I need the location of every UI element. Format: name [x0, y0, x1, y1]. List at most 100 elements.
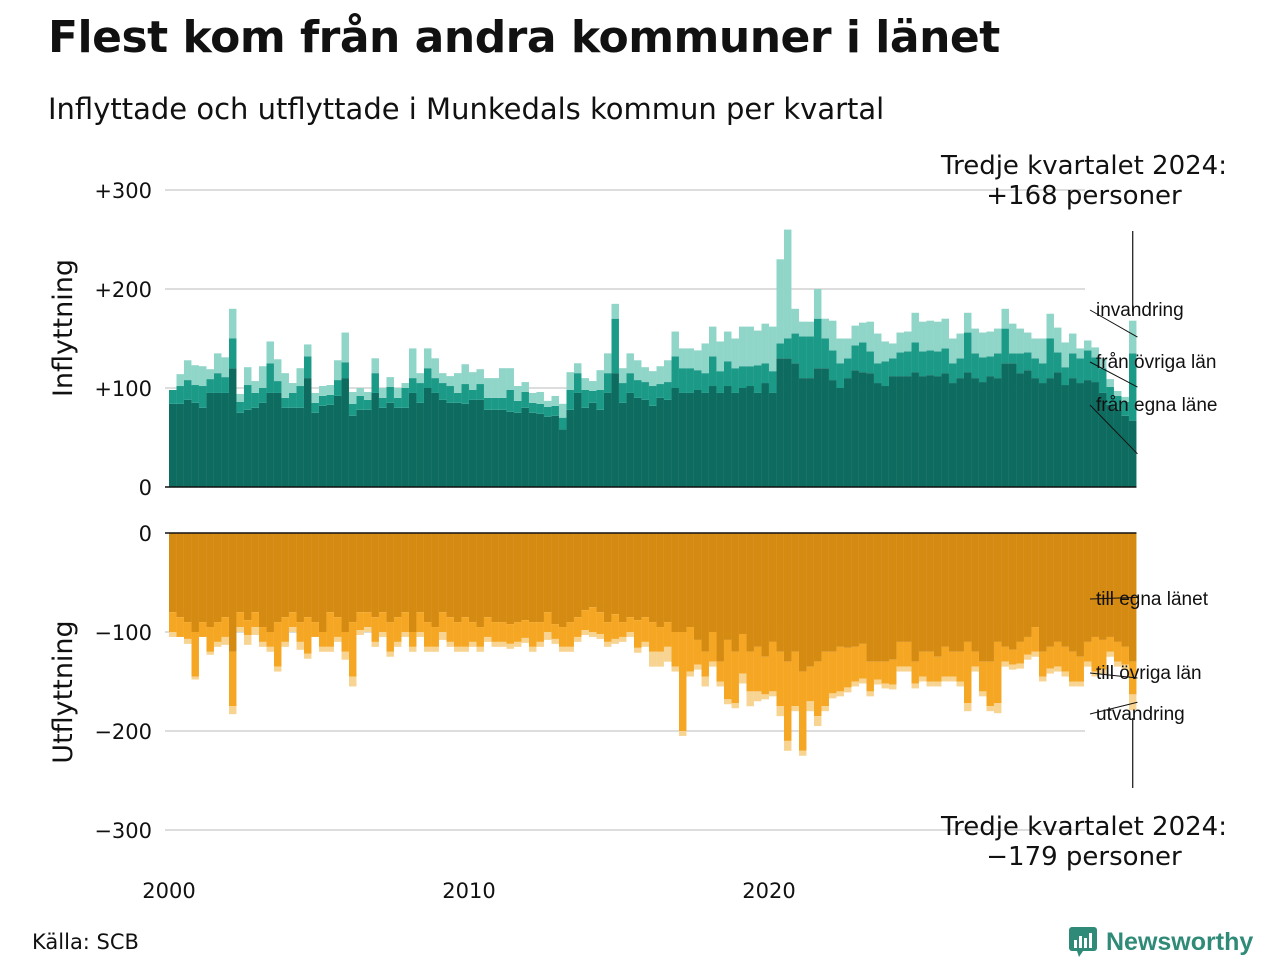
outflow-bar-segment	[229, 533, 237, 652]
inflow-bar-segment	[521, 407, 529, 487]
inflow-bar-segment	[724, 386, 732, 487]
inflow-bar-segment	[206, 379, 214, 393]
inflow-bar-segment	[499, 368, 507, 398]
inflow-bar-segment	[634, 380, 642, 398]
inflow-bar-segment	[829, 320, 837, 351]
inflow-bar-segment	[919, 376, 927, 487]
inflow-bar-segment	[754, 392, 762, 487]
inflow-bar-segment	[994, 353, 1002, 379]
inflow-bar-segment	[694, 389, 702, 487]
outflow-bar-segment	[836, 646, 844, 692]
inflow-bar-segment	[1016, 353, 1024, 374]
inflow-bar-segment	[836, 388, 844, 487]
inflow-bar-segment	[626, 353, 634, 374]
outflow-bar-segment	[686, 671, 694, 677]
outflow-bar-segment	[641, 641, 649, 647]
outflow-bar-segment	[701, 533, 709, 652]
outflow-bar-segment	[859, 533, 867, 644]
inflow-bar-segment	[626, 392, 634, 487]
inflow-bar-segment	[281, 373, 289, 398]
outflow-latest-value: −179 personer	[986, 842, 1182, 872]
inflow-bar-segment	[574, 392, 582, 487]
inflow-bar-segment	[851, 325, 859, 346]
outflow-bar-segment	[394, 641, 402, 647]
outflow-bar-segment	[356, 612, 364, 631]
inflow-bar-segment	[461, 384, 469, 404]
inflow-bar-segment	[971, 378, 979, 487]
inflow-bar-segment	[379, 397, 387, 408]
outflow-bar-segment	[671, 632, 679, 667]
outflow-bar-segment	[791, 706, 799, 712]
outflow-bar-segment	[956, 651, 964, 682]
inflow-bar-segment	[191, 365, 199, 386]
outflow-bar-segment	[334, 533, 342, 618]
outflow-bar-segment	[1009, 533, 1017, 650]
inflow-bar-segment	[791, 363, 799, 487]
outflow-bar-segment	[1009, 649, 1017, 665]
outflow-bar-segment	[611, 614, 619, 639]
inflow-bar-segment	[589, 402, 597, 487]
inflow-bar-segment	[1129, 420, 1137, 487]
outflow-bar-segment	[454, 646, 462, 652]
inflow-bar-segment	[386, 377, 394, 388]
outflow-bar-segment	[671, 666, 679, 672]
inflow-bar-segment	[529, 392, 537, 403]
inflow-bar-segment	[499, 397, 507, 410]
outflow-bar-segment	[986, 661, 994, 707]
inflow-bar-segment	[1084, 340, 1092, 351]
inflow-bar-segment	[701, 373, 709, 393]
outflow-bar-segment	[1031, 533, 1039, 628]
outflow-bar-segment	[409, 533, 417, 632]
outflow-bar-segment	[364, 533, 372, 613]
inflow-bar-segment	[664, 360, 672, 383]
outflow-bar-segment	[514, 641, 522, 647]
inflow-bar-segment	[911, 312, 919, 343]
inflow-bar-segment	[1106, 387, 1114, 405]
outflow-bar-segment	[349, 533, 357, 623]
inflow-bar-segment	[641, 399, 649, 487]
outflow-bar-segment	[304, 617, 312, 654]
outflow-bar-segment	[724, 533, 732, 640]
inflow-bar-segment	[244, 409, 252, 487]
inflow-bar-segment	[551, 395, 559, 406]
inflow-bar-segment	[439, 373, 447, 384]
outflow-bar-segment	[1121, 646, 1129, 665]
inflow-bar-segment	[574, 363, 582, 374]
inflow-bar-segment	[926, 320, 934, 351]
outflow-bar-segment	[724, 639, 732, 700]
inflow-bar-segment	[619, 368, 627, 384]
inflow-bar-segment	[754, 330, 762, 366]
inflow-bar-segment	[266, 392, 274, 487]
inflow-bar-segment	[176, 386, 184, 404]
outflow-bar-segment	[281, 641, 289, 647]
outflow-bar-segment	[994, 641, 1002, 704]
inflow-bar-segment	[311, 412, 319, 487]
inflow-bar-segment	[934, 321, 942, 352]
outflow-bar-segment	[506, 624, 514, 644]
inflow-bar-segment	[611, 318, 619, 374]
outflow-bar-segment	[604, 533, 612, 623]
inflow-bar-segment	[986, 376, 994, 487]
outflow-bar-segment	[761, 694, 769, 700]
outflow-bar-segment	[514, 533, 522, 623]
outflow-bar-segment	[904, 666, 912, 672]
inflow-bar-segment	[731, 338, 739, 369]
outflow-bar-segment	[506, 643, 514, 649]
outflow-bar-segment	[589, 607, 597, 632]
outflow-bar-segment	[934, 681, 942, 687]
outflow-bar-segment	[221, 533, 229, 618]
inflow-bar-segment	[281, 407, 289, 487]
brand-name: Newsworthy	[1106, 927, 1254, 956]
inflow-bar-segment	[484, 409, 492, 487]
outflow-bar-segment	[296, 641, 304, 650]
brand-logo[interactable]: Newsworthy	[1068, 926, 1253, 958]
outflow-bar-segment	[1106, 636, 1114, 652]
outflow-bar-segment	[1099, 533, 1107, 640]
outflow-bar-segment	[184, 533, 192, 623]
inflow-bar-segment	[889, 343, 897, 359]
outflow-bar-segment	[649, 533, 657, 623]
outflow-bar-segment	[1121, 664, 1129, 670]
inflow-bar-segment	[199, 386, 207, 408]
outflow-bar-segment	[649, 651, 657, 667]
inflow-bar-segment	[626, 373, 634, 393]
